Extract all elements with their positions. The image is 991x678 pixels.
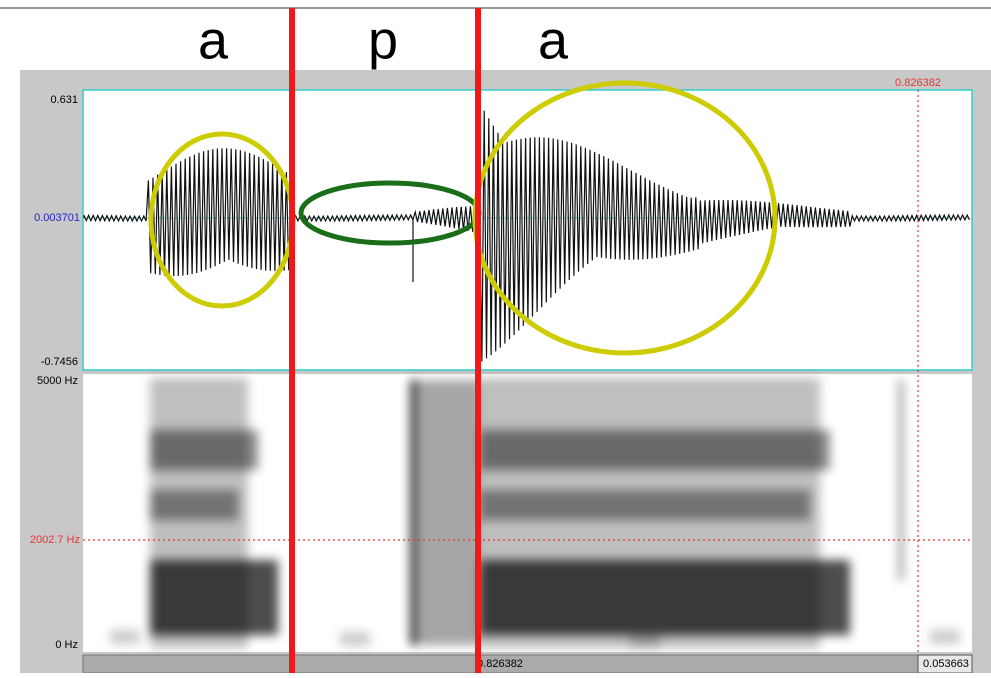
spectrogram-band [150,430,258,470]
spectrogram-band [150,560,278,635]
frequency-max: 5000 Hz [37,375,78,387]
amplitude-min: -0.7456 [41,356,78,368]
amplitude-max: 0.631 [50,94,78,106]
spectrogram-band [930,630,960,644]
amplitude-cursor: 0.003701 [34,212,80,224]
segment-label: a [538,10,569,70]
praat-window: 0.631 0.003701 -0.7456 5000 Hz 2002.7 Hz… [0,0,991,673]
cursor-time-top: 0.826382 [895,77,941,89]
spectrogram-band [480,560,850,635]
spectrogram-band [480,430,830,470]
frequency-cursor-label: 2002.7 Hz [30,534,80,546]
spectrogram-band [413,380,480,645]
spectrogram-band [150,490,238,520]
cursor-time-bottom: 0.826382 [477,658,523,670]
spectrogram-band [630,634,660,648]
window-duration: 0.053663 [923,658,969,670]
spectrogram-band [340,632,370,646]
spectrogram-band [898,380,904,580]
frequency-min: 0 Hz [55,639,78,651]
segment-label: p [368,10,398,70]
segment-label: a [198,10,229,70]
spectrogram-band [110,630,140,644]
page: {"segments": ["a", "p", "a"], "cursor": … [0,0,991,673]
spectrogram-band [410,380,416,645]
spectrogram-band [480,490,810,520]
